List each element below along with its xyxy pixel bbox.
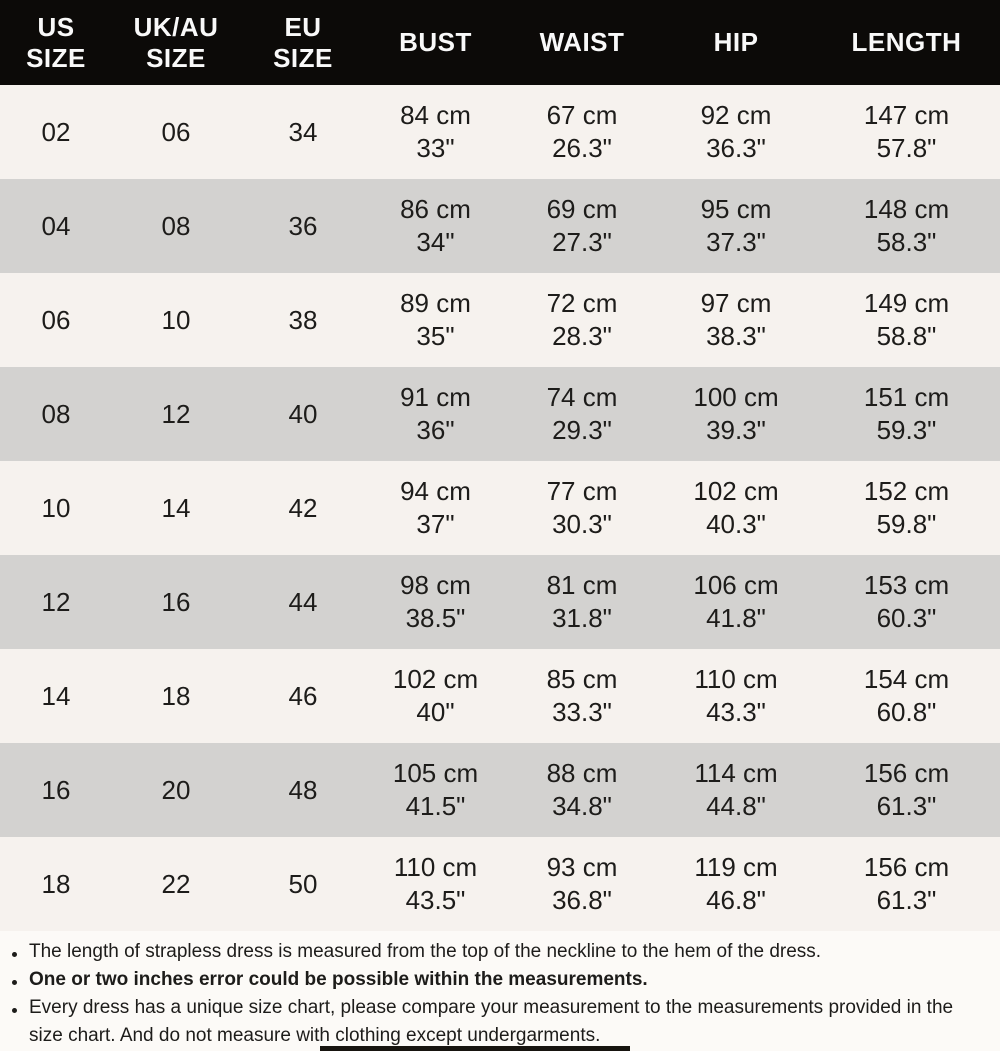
table-row: 18 22 50 110 cm 43.5" 93 cm 36.8" 119 cm 46.8… [0, 837, 1000, 931]
size-cell-bust: 86 cm 34" [366, 179, 505, 273]
note-text: The length of strapless dress is measure… [29, 941, 822, 962]
size-cell-uk_au: 06 [112, 85, 240, 179]
size-cell-eu: 36 [240, 179, 366, 273]
header-cell-hip: HIP [659, 0, 813, 85]
size-cell-uk_au: 12 [112, 367, 240, 461]
size-cell-length: 153 cm 60.3" [813, 555, 1000, 649]
table-row: 16 20 48 105 cm 41.5" 88 cm 34.8" 114 cm 44.8… [0, 743, 1000, 837]
bullet-icon [12, 1008, 17, 1013]
size-cell-waist: 88 cm 34.8" [505, 743, 659, 837]
size-cell-length: 156 cm 61.3" [813, 837, 1000, 931]
header-cell-eu: EU SIZE [240, 0, 366, 85]
header-cell-waist: WAIST [505, 0, 659, 85]
note-text: One or two inches error could be possibl… [29, 969, 648, 990]
note-item: Every dress has a unique size chart, ple… [10, 994, 986, 1050]
table-row: 06 10 38 89 cm 35" 72 cm 28.3" 97 cm 38.3" 149… [0, 273, 1000, 367]
size-cell-hip: 106 cm 41.8" [659, 555, 813, 649]
table-row: 12 16 44 98 cm 38.5" 81 cm 31.8" 106 cm 41.8"… [0, 555, 1000, 649]
size-table-body: 02 06 34 84 cm 33" 67 cm 26.3" 92 cm 36.3" 147… [0, 85, 1000, 931]
table-row: 14 18 46 102 cm 40" 85 cm 33.3" 110 cm 43.3" 1… [0, 649, 1000, 743]
table-row: 08 12 40 91 cm 36" 74 cm 29.3" 100 cm 39.3" 15… [0, 367, 1000, 461]
size-cell-bust: 98 cm 38.5" [366, 555, 505, 649]
note-item: One or two inches error could be possibl… [10, 966, 986, 994]
size-cell-uk_au: 08 [112, 179, 240, 273]
size-cell-bust: 89 cm 35" [366, 273, 505, 367]
bullet-icon [12, 952, 17, 957]
size-cell-hip: 97 cm 38.3" [659, 273, 813, 367]
note-text: Every dress has a unique size chart, ple… [29, 997, 954, 1046]
size-cell-bust: 105 cm 41.5" [366, 743, 505, 837]
size-cell-us: 06 [0, 273, 112, 367]
size-cell-us: 08 [0, 367, 112, 461]
size-cell-uk_au: 20 [112, 743, 240, 837]
size-cell-eu: 50 [240, 837, 366, 931]
size-chart-table: US SIZE UK/AU SIZE EU SIZE BUST WAIST HIP LENG… [0, 0, 1000, 931]
size-cell-waist: 72 cm 28.3" [505, 273, 659, 367]
note-item: The length of strapless dress is measure… [10, 938, 986, 966]
size-cell-hip: 110 cm 43.3" [659, 649, 813, 743]
size-cell-waist: 93 cm 36.8" [505, 837, 659, 931]
size-cell-us: 16 [0, 743, 112, 837]
size-cell-length: 156 cm 61.3" [813, 743, 1000, 837]
size-cell-bust: 102 cm 40" [366, 649, 505, 743]
size-cell-waist: 69 cm 27.3" [505, 179, 659, 273]
size-cell-hip: 92 cm 36.3" [659, 85, 813, 179]
size-cell-us: 14 [0, 649, 112, 743]
header-cell-uk_au: UK/AU SIZE [112, 0, 240, 85]
size-cell-bust: 91 cm 36" [366, 367, 505, 461]
size-cell-us: 02 [0, 85, 112, 179]
size-cell-length: 147 cm 57.8" [813, 85, 1000, 179]
size-cell-waist: 81 cm 31.8" [505, 555, 659, 649]
size-cell-length: 151 cm 59.3" [813, 367, 1000, 461]
size-cell-waist: 85 cm 33.3" [505, 649, 659, 743]
size-cell-uk_au: 18 [112, 649, 240, 743]
size-cell-length: 148 cm 58.3" [813, 179, 1000, 273]
size-cell-waist: 74 cm 29.3" [505, 367, 659, 461]
size-cell-eu: 42 [240, 461, 366, 555]
table-row: 10 14 42 94 cm 37" 77 cm 30.3" 102 cm 40.3" 15… [0, 461, 1000, 555]
size-cell-us: 12 [0, 555, 112, 649]
size-cell-us: 04 [0, 179, 112, 273]
header-cell-length: LENGTH [813, 0, 1000, 85]
size-cell-hip: 119 cm 46.8" [659, 837, 813, 931]
size-cell-waist: 77 cm 30.3" [505, 461, 659, 555]
size-cell-hip: 95 cm 37.3" [659, 179, 813, 273]
cutoff-artifact-bar [320, 1046, 630, 1051]
size-cell-waist: 67 cm 26.3" [505, 85, 659, 179]
notes-list: The length of strapless dress is measure… [0, 931, 1000, 1050]
size-cell-eu: 48 [240, 743, 366, 837]
size-cell-bust: 94 cm 37" [366, 461, 505, 555]
size-cell-bust: 110 cm 43.5" [366, 837, 505, 931]
header-cell-us: US SIZE [0, 0, 112, 85]
size-cell-hip: 100 cm 39.3" [659, 367, 813, 461]
size-cell-uk_au: 16 [112, 555, 240, 649]
size-cell-eu: 40 [240, 367, 366, 461]
size-cell-uk_au: 10 [112, 273, 240, 367]
size-cell-length: 154 cm 60.8" [813, 649, 1000, 743]
size-cell-eu: 46 [240, 649, 366, 743]
size-cell-uk_au: 22 [112, 837, 240, 931]
table-row: 04 08 36 86 cm 34" 69 cm 27.3" 95 cm 37.3" 148… [0, 179, 1000, 273]
size-table-head: US SIZE UK/AU SIZE EU SIZE BUST WAIST HIP LENG… [0, 0, 1000, 85]
size-cell-length: 149 cm 58.8" [813, 273, 1000, 367]
size-cell-eu: 38 [240, 273, 366, 367]
table-row: 02 06 34 84 cm 33" 67 cm 26.3" 92 cm 36.3" 147… [0, 85, 1000, 179]
size-cell-eu: 34 [240, 85, 366, 179]
header-cell-bust: BUST [366, 0, 505, 85]
size-cell-us: 18 [0, 837, 112, 931]
size-cell-hip: 114 cm 44.8" [659, 743, 813, 837]
header-row: US SIZE UK/AU SIZE EU SIZE BUST WAIST HIP LENG… [0, 0, 1000, 85]
size-cell-uk_au: 14 [112, 461, 240, 555]
size-cell-length: 152 cm 59.8" [813, 461, 1000, 555]
size-cell-bust: 84 cm 33" [366, 85, 505, 179]
size-cell-hip: 102 cm 40.3" [659, 461, 813, 555]
size-cell-us: 10 [0, 461, 112, 555]
size-cell-eu: 44 [240, 555, 366, 649]
bullet-icon [12, 980, 17, 985]
